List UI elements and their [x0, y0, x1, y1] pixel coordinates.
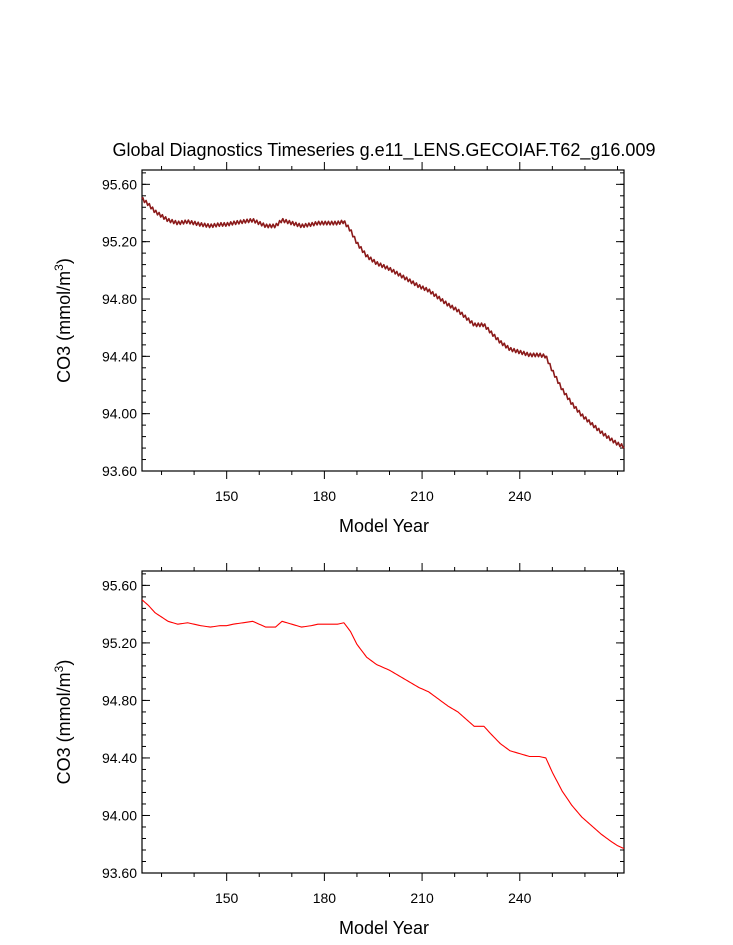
y-axis-label: CO3 (mmol/m3) [52, 660, 74, 785]
y-tick-label: 93.60 [102, 463, 137, 479]
y-tick-label: 95.60 [102, 577, 137, 593]
y-tick-label: 94.40 [102, 750, 137, 766]
y-tick-label: 93.60 [102, 865, 137, 881]
y-tick-label: 94.80 [102, 692, 137, 708]
x-tick-label: 210 [410, 488, 434, 504]
y-axis-label: CO3 (mmol/m3) [52, 258, 74, 383]
y-tick-label: 94.00 [102, 807, 137, 823]
y-tick-label: 95.20 [102, 234, 137, 250]
x-tick-label: 150 [215, 488, 239, 504]
plot-frame [141, 570, 625, 874]
series-line [141, 599, 625, 850]
x-axis-label: Model Year [339, 918, 429, 938]
x-tick-label: 210 [410, 890, 434, 906]
y-tick-label: 95.60 [102, 176, 137, 192]
y-tick-label: 94.80 [102, 291, 137, 307]
x-tick-label: 150 [215, 890, 239, 906]
x-tick-label: 240 [508, 890, 532, 906]
top-panel: 93.60 94.00 94.40 94.80 95.20 95.60 150 180 210 2… [52, 162, 625, 536]
plot-frame [141, 169, 625, 472]
y-tick-label: 94.40 [102, 348, 137, 364]
x-tick-label: 180 [313, 488, 337, 504]
y-tick-label: 95.20 [102, 635, 137, 651]
x-axis-label: Model Year [339, 516, 429, 536]
x-tick-label: 240 [508, 488, 532, 504]
series-line [141, 196, 625, 449]
x-tick-label: 180 [313, 890, 337, 906]
bottom-panel: 93.60 94.00 94.40 94.80 95.20 95.60 150 180 210 2… [52, 563, 625, 938]
y-tick-label: 94.00 [102, 406, 137, 422]
chart-title: Global Diagnostics Timeseries g.e11_LENS… [113, 140, 656, 161]
